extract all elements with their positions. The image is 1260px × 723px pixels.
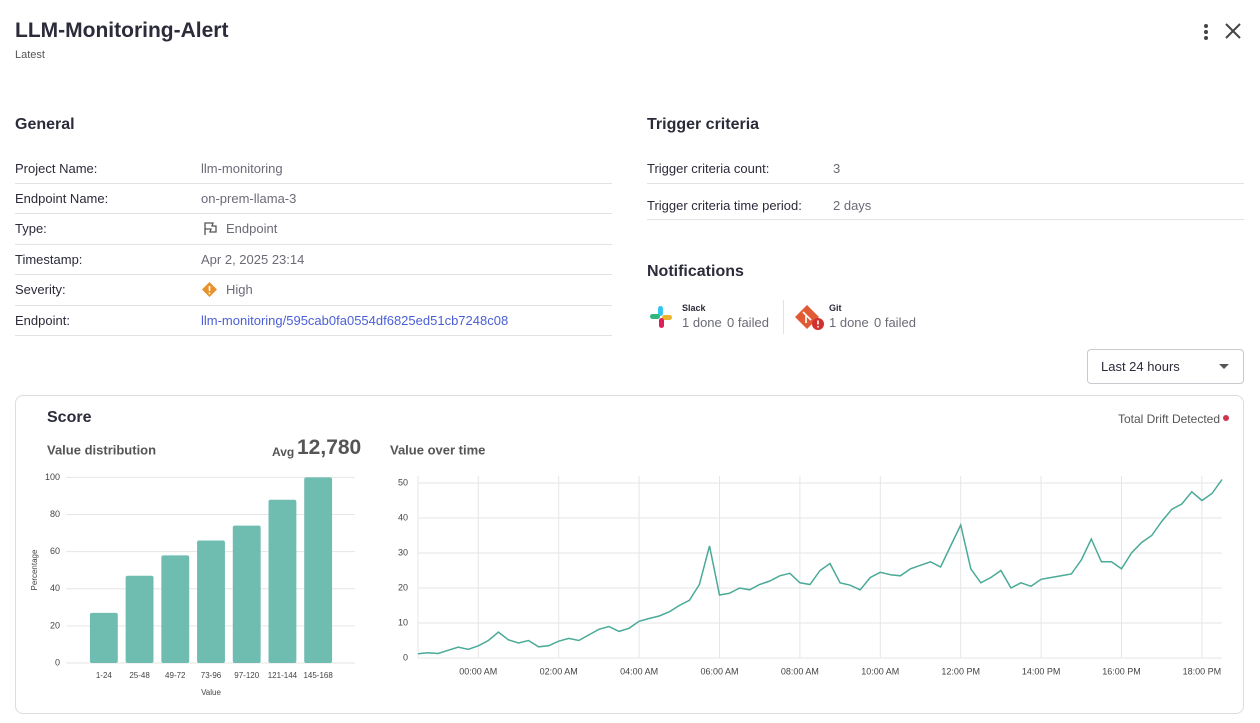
y-tick-label: 40 (398, 512, 408, 522)
bar (197, 540, 225, 663)
x-tick-label: 16:00 PM (1102, 666, 1141, 676)
time-range-select[interactable] (1087, 349, 1244, 384)
x-tick-label: 18:00 PM (1183, 666, 1222, 676)
bar (268, 499, 297, 663)
flag-icon (204, 222, 217, 235)
x-tick-label: 08:00 AM (781, 666, 819, 676)
x-tick-label: 10:00 AM (861, 666, 899, 676)
y-tick-label: 10 (398, 617, 408, 627)
notification-name: Git (829, 303, 842, 313)
divider (15, 213, 612, 214)
divider (15, 244, 612, 245)
chart-title: Value over time (390, 442, 485, 457)
y-tick-label: 60 (50, 546, 60, 556)
bar (89, 612, 118, 663)
more-button[interactable] (1198, 22, 1214, 42)
section-title: General (15, 116, 75, 133)
row-label: Trigger criteria count: (647, 161, 770, 176)
drift-label: Total Drift Detected (1117, 412, 1220, 426)
y-tick-label: 20 (398, 582, 408, 592)
card-title: Score (47, 409, 92, 426)
y-axis-label: Percentage (30, 549, 39, 590)
y-tick-label: 50 (398, 477, 408, 487)
row-value: 3 (833, 161, 841, 176)
notification-done: 1 done (829, 315, 869, 330)
slack-icon (650, 306, 672, 328)
row-value: 2 days (833, 198, 872, 213)
notification-name: Slack (682, 303, 706, 313)
row-value: llm-monitoring (201, 161, 283, 176)
x-axis-label: Value (201, 688, 221, 697)
x-tick-label: 121-144 (268, 671, 298, 680)
x-tick-label: 145-168 (303, 671, 333, 680)
divider (647, 183, 1244, 184)
row-label: Severity: (15, 282, 66, 297)
drift-dot (1223, 415, 1229, 421)
warning-icon (202, 282, 217, 297)
chart-title: Value distribution (47, 442, 156, 457)
x-tick-label: 25-48 (129, 671, 150, 680)
row-value: Endpoint (226, 221, 278, 236)
time-range-value: Last 24 hours (1101, 359, 1180, 374)
score-card (15, 395, 1244, 714)
endpoint-link[interactable]: llm-monitoring/595cab0fa0554df6825ed51cb… (201, 313, 509, 328)
row-label: Project Name: (15, 161, 98, 176)
y-tick-label: 20 (50, 620, 60, 630)
bar (161, 555, 190, 663)
git-icon (795, 305, 824, 330)
bar (125, 575, 154, 663)
y-tick-label: 40 (50, 583, 60, 593)
y-tick-label: 100 (45, 472, 60, 482)
notification-failed: 0 failed (874, 315, 916, 330)
y-tick-label: 0 (55, 657, 60, 667)
avg-label: Avg (272, 445, 295, 459)
x-tick-label: 04:00 AM (620, 666, 658, 676)
avg-value: 12,780 (297, 436, 362, 459)
row-label: Endpoint Name: (15, 191, 109, 206)
x-tick-label: 06:00 AM (700, 666, 738, 676)
page-subtitle: Latest (15, 49, 45, 61)
page-title: LLM-Monitoring-Alert (15, 19, 229, 42)
divider (647, 219, 1244, 220)
x-tick-label: 49-72 (165, 671, 186, 680)
notification-done: 1 done (682, 315, 722, 330)
y-tick-label: 0 (403, 652, 408, 662)
bar (304, 477, 333, 663)
divider (15, 335, 612, 336)
row-value: High (226, 282, 253, 297)
y-tick-label: 80 (50, 509, 60, 519)
bar (232, 525, 261, 663)
line-series (417, 479, 1223, 655)
x-tick-label: 14:00 PM (1022, 666, 1061, 676)
x-tick-label: 97-120 (234, 671, 259, 680)
row-label: Type: (15, 221, 47, 236)
section-title: Trigger criteria (647, 116, 760, 133)
dropdown-caret (1219, 364, 1229, 369)
row-label: Endpoint: (15, 313, 70, 328)
x-tick-label: 02:00 AM (540, 666, 578, 676)
row-value: Apr 2, 2025 23:14 (201, 252, 305, 267)
row-label: Trigger criteria time period: (647, 198, 802, 213)
divider (15, 274, 612, 275)
x-tick-label: 12:00 PM (941, 666, 980, 676)
divider (783, 300, 784, 334)
x-tick-label: 00:00 AM (459, 666, 497, 676)
close-button[interactable] (1224, 22, 1242, 40)
y-tick-label: 30 (398, 547, 408, 557)
divider (15, 183, 612, 184)
x-tick-label: 73-96 (201, 671, 222, 680)
row-label: Timestamp: (15, 252, 83, 267)
divider (15, 305, 612, 306)
row-value: on-prem-llama-3 (201, 191, 297, 206)
notification-failed: 0 failed (727, 315, 769, 330)
x-tick-label: 1-24 (96, 671, 113, 680)
section-title: Notifications (647, 263, 744, 280)
